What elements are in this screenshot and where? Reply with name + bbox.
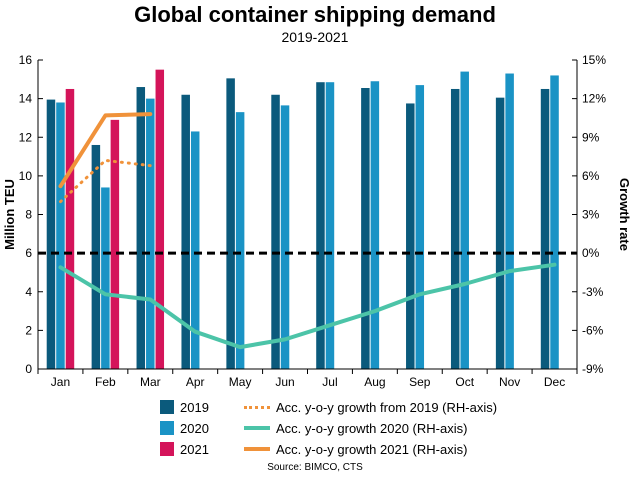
lines-layer bbox=[58, 112, 557, 350]
legend-item-2020: 2020 bbox=[160, 419, 209, 437]
legend-label-growth-from-2019: Acc. y-o-y growth from 2019 (RH-axis) bbox=[276, 399, 498, 415]
legend-line-growth-2020 bbox=[244, 426, 270, 430]
x-tick-label: May bbox=[229, 375, 252, 389]
bar-2019-jan bbox=[46, 99, 56, 369]
legend-label-2020: 2020 bbox=[180, 420, 209, 436]
left-tick-label: 8 bbox=[25, 208, 32, 222]
right-tick-label: 6% bbox=[582, 169, 600, 183]
x-tick-label: Apr bbox=[186, 375, 205, 389]
right-tick-label: 9% bbox=[582, 130, 600, 144]
legend-item-2021: 2021 bbox=[160, 440, 209, 458]
x-tick-label: Nov bbox=[499, 375, 520, 389]
bar-2019-apr bbox=[181, 94, 190, 369]
legend-item-growth-from-2019: Acc. y-o-y growth from 2019 (RH-axis) bbox=[244, 398, 497, 416]
legend-line-growth-2021 bbox=[244, 447, 270, 451]
line-series-4 bbox=[58, 262, 557, 350]
bar-2019-jun bbox=[271, 94, 280, 369]
bar-2020-aug bbox=[370, 81, 380, 370]
right-tick-label: -3% bbox=[582, 285, 604, 299]
x-tick-label: Jun bbox=[275, 375, 294, 389]
legend-label-growth-2021: Acc. y-o-y growth 2021 (RH-axis) bbox=[276, 441, 468, 457]
left-tick-label: 14 bbox=[19, 92, 33, 106]
bars-layer bbox=[46, 69, 559, 370]
bar-2020-jan bbox=[56, 102, 65, 370]
bar-2019-feb bbox=[91, 144, 101, 369]
bar-2021-mar bbox=[155, 69, 165, 369]
left-tick-label: 0 bbox=[25, 362, 32, 376]
bar-2020-sep bbox=[415, 85, 425, 369]
legend-item-growth-2020: Acc. y-o-y growth 2020 (RH-axis) bbox=[244, 419, 467, 437]
legend-swatch-2020 bbox=[160, 421, 174, 435]
bar-2019-oct bbox=[450, 88, 460, 369]
legend-item-growth-2021: Acc. y-o-y growth 2021 (RH-axis) bbox=[244, 440, 467, 458]
source-note: Source: BIMCO, CTS bbox=[267, 462, 363, 473]
line-series-5 bbox=[58, 112, 153, 189]
bar-2019-sep bbox=[406, 103, 415, 369]
x-tick-label: Oct bbox=[455, 375, 474, 389]
legend-line-growth-from-2019 bbox=[244, 405, 270, 409]
y-axis-title: Million TEU bbox=[2, 179, 17, 250]
bar-2020-oct bbox=[460, 71, 469, 370]
bar-2019-mar bbox=[136, 87, 146, 369]
x-tick-label: Sep bbox=[409, 375, 431, 389]
left-tick-label: 6 bbox=[25, 246, 32, 260]
bar-2020-mar bbox=[146, 98, 155, 369]
bar-2020-jul bbox=[325, 82, 335, 369]
bar-2019-may bbox=[226, 78, 235, 370]
bar-2020-apr bbox=[190, 131, 200, 369]
bar-2019-dec bbox=[540, 88, 550, 369]
bar-2021-jan bbox=[65, 88, 75, 369]
bar-2019-jul bbox=[316, 82, 325, 369]
legend-label-growth-2020: Acc. y-o-y growth 2020 (RH-axis) bbox=[276, 420, 468, 436]
x-tick-label: Aug bbox=[364, 375, 385, 389]
legend-label-2019: 2019 bbox=[180, 399, 209, 415]
x-tick-label: Mar bbox=[140, 375, 161, 389]
right-tick-label: -9% bbox=[582, 362, 604, 376]
bar-2021-feb bbox=[110, 119, 120, 370]
axes-layer: 0 2 4 6 8 10 12 14 16 -9% -6% -3% 0% 3% 6% 9% 12% 15% Jan F… bbox=[2, 53, 630, 389]
x-tick-label: Feb bbox=[95, 375, 116, 389]
bar-2020-jun bbox=[280, 105, 290, 370]
bar-2020-may bbox=[235, 112, 245, 370]
legend-swatch-2019 bbox=[160, 400, 174, 414]
chart-subtitle: 2019-2021 bbox=[281, 29, 349, 45]
line-series-3 bbox=[59, 158, 152, 204]
right-tick-label: 12% bbox=[582, 92, 606, 106]
bar-2020-nov bbox=[505, 73, 514, 370]
right-tick-label: 3% bbox=[582, 208, 600, 222]
left-tick-label: 16 bbox=[19, 53, 33, 67]
legend-item-2019: 2019 bbox=[160, 398, 209, 416]
left-tick-label: 4 bbox=[25, 285, 32, 299]
x-tick-label: Jan bbox=[51, 375, 70, 389]
left-tick-label: 12 bbox=[19, 130, 33, 144]
right-tick-label: -6% bbox=[582, 323, 604, 337]
chart-plot: 0 2 4 6 8 10 12 14 16 -9% -6% -3% 0% 3% 6% 9% 12% 15% Jan F… bbox=[2, 53, 630, 389]
left-tick-label: 2 bbox=[25, 323, 32, 337]
left-tick-label: 10 bbox=[19, 169, 33, 183]
x-tick-label: Dec bbox=[544, 375, 565, 389]
chart-title: Global container shipping demand bbox=[134, 2, 496, 27]
legend: 2019 2020 2021 Acc. y-o-y growth from 20… bbox=[160, 398, 540, 460]
bar-2020-dec bbox=[550, 75, 559, 369]
legend-swatch-2021 bbox=[160, 442, 174, 456]
x-tick-label: Jul bbox=[322, 375, 337, 389]
bar-2019-aug bbox=[361, 88, 370, 370]
bar-2019-nov bbox=[495, 97, 505, 370]
right-tick-label: 15% bbox=[582, 53, 606, 67]
legend-label-2021: 2021 bbox=[180, 441, 209, 457]
bar-2020-feb bbox=[101, 187, 110, 369]
y2-axis-title: Growth rate bbox=[617, 178, 630, 251]
right-tick-label: 0% bbox=[582, 246, 600, 260]
